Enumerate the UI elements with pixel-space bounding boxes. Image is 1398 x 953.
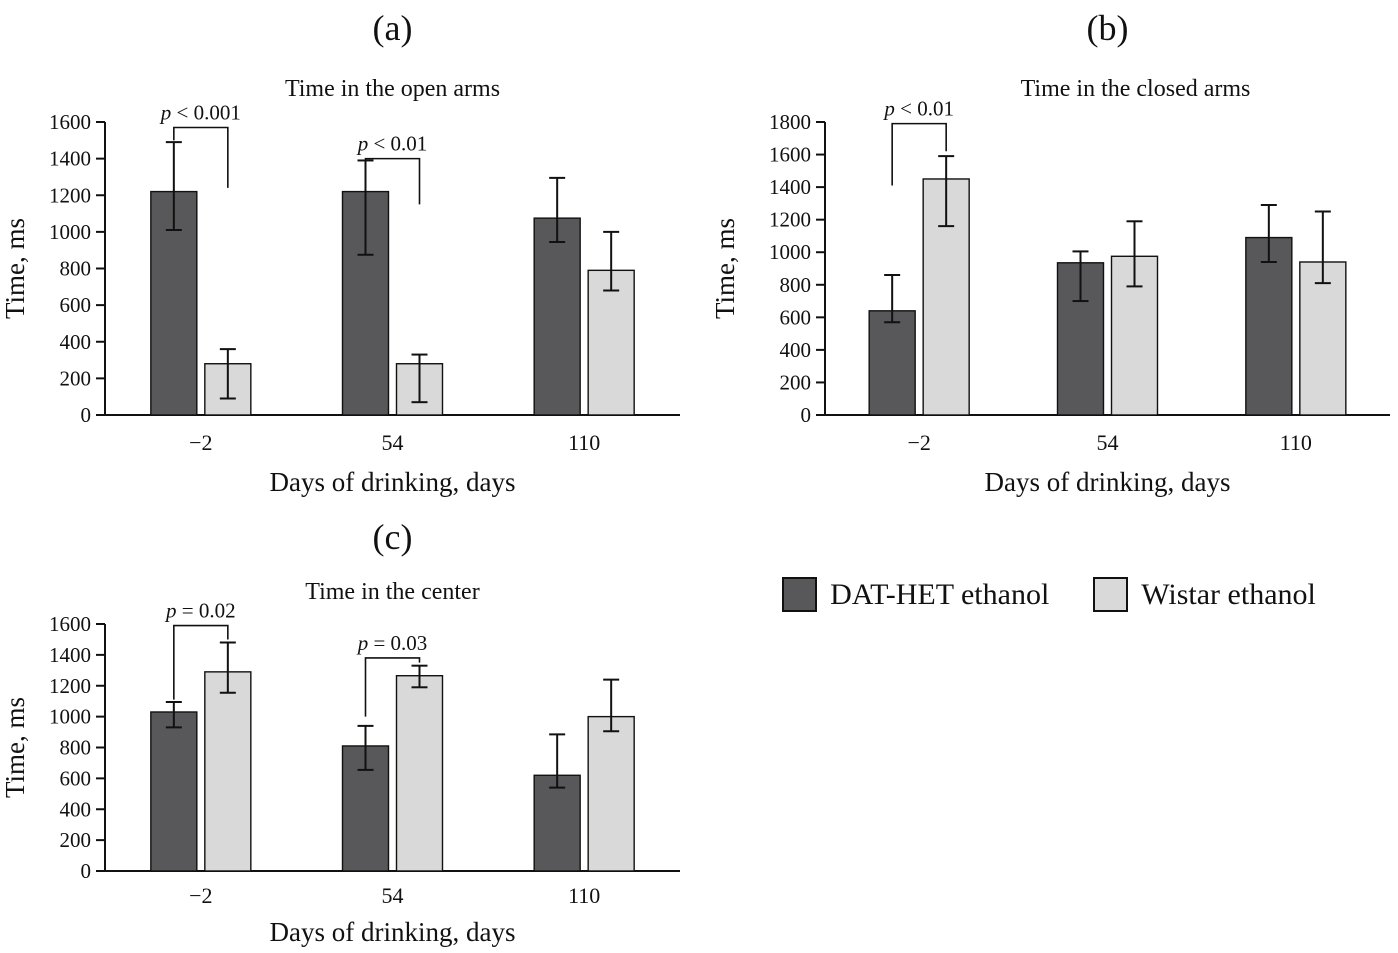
y-axis-label: Time, ms <box>0 218 30 319</box>
x-axis-label: Days of drinking, days <box>985 467 1231 497</box>
p-value-label: p < 0.001 <box>159 100 241 124</box>
y-tick-label: 1200 <box>769 208 811 232</box>
y-tick-label: 1400 <box>49 643 91 667</box>
y-tick-label: 200 <box>60 366 92 390</box>
y-tick-label: 1200 <box>49 674 91 698</box>
bar-dat-het-ethanol-110 <box>533 774 581 872</box>
y-tick-label: 1000 <box>49 705 91 729</box>
panel-label: (c) <box>373 517 413 557</box>
y-tick-label: 600 <box>780 305 812 329</box>
y-axis-label: Time, ms <box>710 218 740 319</box>
y-tick-label: 1600 <box>769 143 811 167</box>
y-tick-label: 800 <box>780 273 812 297</box>
y-tick-label: 1800 <box>769 110 811 134</box>
p-value-label: p = 0.02 <box>164 599 236 623</box>
chart-c: (c) Time in the center 0 200 400 600 800 1000 12… <box>0 517 680 947</box>
bar-dat-het-ethanol-110 <box>533 217 581 416</box>
panel-c: (c) Time in the center 0 200 400 600 800 1000 12… <box>0 505 700 953</box>
significance-bracket <box>891 122 947 186</box>
panel-b: (b) Time in the closed arms 0 200 400 600 800 1… <box>700 0 1398 505</box>
bar-wistar-ethanol-110 <box>587 269 635 416</box>
x-tick-label: −2 <box>189 430 212 455</box>
significance-bracket <box>173 126 229 188</box>
y-tick-label: 800 <box>60 736 92 760</box>
legend-label-wistar: Wistar ethanol <box>1141 577 1316 611</box>
x-tick-label: −2 <box>907 430 930 455</box>
legend-item-dat-het-ethanol: DAT-HET ethanol <box>782 577 1049 612</box>
chart-a: (a) Time in the open arms 0 200 400 600 800 100… <box>0 8 680 497</box>
x-tick-label: 54 <box>382 883 404 908</box>
x-tick-label: 110 <box>1280 430 1312 455</box>
y-tick-label: 1600 <box>49 612 91 636</box>
chart-title: Time in the center <box>305 579 479 605</box>
legend-label-dat-het: DAT-HET ethanol <box>830 577 1050 611</box>
y-tick-label: 800 <box>60 257 92 281</box>
legend-swatch-dat-het <box>782 577 818 612</box>
significance-bracket <box>364 157 421 205</box>
bar-wistar-ethanol-110 <box>587 715 635 872</box>
bar-wistar-ethanol-54 <box>395 675 444 872</box>
x-tick-label: 54 <box>1097 430 1119 455</box>
x-tick-label: −2 <box>189 883 212 908</box>
p-value-label: p < 0.01 <box>882 97 954 121</box>
bar-wistar-ethanol-2 <box>204 671 252 872</box>
y-axis-label: Time, ms <box>0 697 30 798</box>
y-tick-label: 1000 <box>769 240 811 264</box>
y-tick-label: 400 <box>60 330 92 354</box>
p-value-label: p < 0.01 <box>356 132 428 156</box>
legend-cell: DAT-HET ethanol Wistar ethanol <box>700 505 1398 953</box>
y-tick-label: 0 <box>81 859 92 883</box>
bar-dat-het-ethanol-2 <box>150 711 198 872</box>
panel-a: (a) Time in the open arms 0 200 400 600 800 100… <box>0 0 700 505</box>
chart-title: Time in the closed arms <box>1021 76 1251 102</box>
x-axis-label: Days of drinking, days <box>270 917 516 947</box>
y-tick-label: 1000 <box>49 220 91 244</box>
y-tick-label: 600 <box>60 766 92 790</box>
y-tick-label: 1200 <box>49 183 91 207</box>
legend-swatch-wistar <box>1093 577 1129 612</box>
y-tick-label: 0 <box>801 403 812 427</box>
significance-bracket <box>364 657 421 717</box>
y-tick-label: 600 <box>60 293 92 317</box>
y-tick-label: 200 <box>60 828 92 852</box>
bar-dat-het-ethanol-54 <box>341 745 390 872</box>
y-tick-label: 1400 <box>769 175 811 199</box>
chart-b: (b) Time in the closed arms 0 200 400 600 800 1… <box>710 8 1390 497</box>
y-tick-label: 200 <box>780 370 812 394</box>
legend: DAT-HET ethanol Wistar ethanol <box>782 577 1316 612</box>
x-tick-label: 54 <box>382 430 404 455</box>
chart-title: Time in the open arms <box>285 76 500 102</box>
y-tick-label: 400 <box>780 338 812 362</box>
y-tick-label: 1600 <box>49 110 91 134</box>
y-tick-label: 1400 <box>49 147 91 171</box>
significance-bracket <box>173 624 229 700</box>
x-axis-label: Days of drinking, days <box>270 467 516 497</box>
bar-dat-het-ethanol-2 <box>868 310 916 416</box>
bar-dat-het-ethanol-110 <box>1245 236 1293 416</box>
panel-label: (b) <box>1087 8 1129 48</box>
legend-item-wistar-ethanol: Wistar ethanol <box>1093 577 1316 612</box>
y-tick-label: 400 <box>60 797 92 821</box>
p-value-label: p = 0.03 <box>356 631 428 655</box>
panel-label: (a) <box>373 8 413 48</box>
bar-wistar-ethanol-110 <box>1299 261 1347 416</box>
x-tick-label: 110 <box>568 430 600 455</box>
x-tick-label: 110 <box>568 883 600 908</box>
y-tick-label: 0 <box>81 403 92 427</box>
